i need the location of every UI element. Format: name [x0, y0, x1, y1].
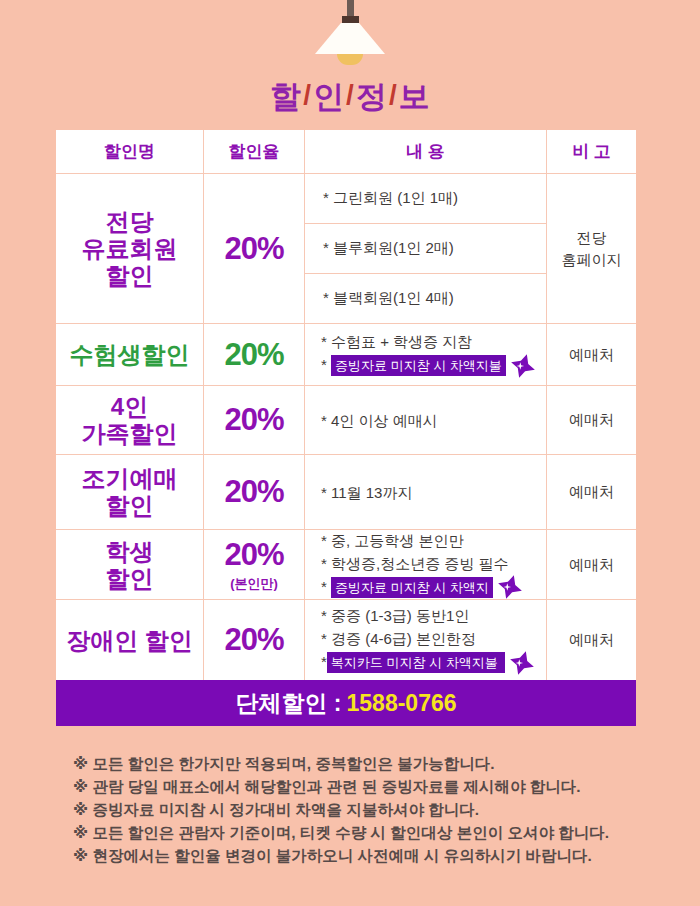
- row6-note: 예매처: [547, 600, 636, 680]
- row1-note: 전당 홈페이지: [547, 174, 636, 323]
- row2-name: 수험생할인: [56, 324, 204, 385]
- page-title: 할/인/정/보: [0, 76, 700, 118]
- row4-rate: 20%: [204, 455, 305, 529]
- row5-rate-sub: (본인만): [230, 575, 278, 593]
- row4-name: 조기예매 할인: [56, 455, 204, 529]
- row1-rate: 20%: [204, 174, 305, 323]
- row3-name: 4인 가족할인: [56, 386, 204, 454]
- row4-item1: * 11월 13까지: [321, 481, 412, 504]
- row1-item2: * 블루회원(1인 2매): [305, 224, 546, 274]
- row1-item3: * 블랙회원(1인 4매): [305, 274, 546, 323]
- row3-content: * 4인 이상 예매시: [305, 386, 547, 454]
- header-note: 비 고: [547, 130, 636, 173]
- header-discount-name: 할인명: [56, 130, 204, 173]
- group-discount-label: 단체할인 :: [235, 688, 341, 719]
- row5-content: * 중, 고등학생 본인만 * 학생증,청소년증 증빙 필수 * 증빙자료 미지…: [305, 530, 547, 599]
- row3-rate: 20%: [204, 386, 305, 454]
- row5-item2: * 학생증,청소년증 증빙 필수: [321, 552, 509, 575]
- row6-content: * 중증 (1-3급) 동반1인 * 경증 (4-6급) 본인한정 *복지카드 …: [305, 600, 547, 680]
- row5-item3: * 증빙자료 미지참 시 차액지: [321, 575, 523, 600]
- footnote-line: ※ 관람 당일 매표소에서 해당할인과 관련 된 증빙자료를 제시해야 합니다.: [73, 775, 609, 798]
- lamp-socket: [342, 16, 359, 23]
- header-content: 내 용: [305, 130, 547, 173]
- row2-note: 예매처: [547, 324, 636, 385]
- row5-name: 학생 할인: [56, 530, 204, 599]
- row1-name: 전당 유료회원 할인: [56, 174, 204, 323]
- lamp-shade: [315, 23, 385, 54]
- row4-note: 예매처: [547, 455, 636, 529]
- discount-table: 할인명 할인율 내 용 비 고 전당 유료회원 할인 20% * 그린회원 (1…: [56, 130, 636, 680]
- row2-content: * 수험표 + 학생증 지참 * 증빙자료 미지참 시 차액지불: [305, 324, 547, 385]
- header-discount-rate: 할인율: [204, 130, 305, 173]
- row4-content: * 11월 13까지: [305, 455, 547, 529]
- lamp-cord: [347, 0, 354, 16]
- footnote-line: ※ 현장에서는 할인율 변경이 불가하오니 사전예매 시 유의하시기 바랍니다.: [73, 844, 609, 867]
- row6-item1: * 중증 (1-3급) 동반1인: [321, 604, 469, 627]
- star-icon: [510, 353, 536, 379]
- row6-rate: 20%: [204, 600, 305, 680]
- row3-note: 예매처: [547, 386, 636, 454]
- row2-item1: * 수험표 + 학생증 지참: [321, 330, 472, 353]
- group-discount-bar: 단체할인 : 1588-0766: [56, 680, 636, 726]
- footnote-line: ※ 모든 할인은 한가지만 적용되며, 중복할인은 불가능합니다.: [73, 752, 609, 775]
- row6-item2: * 경증 (4-6급) 본인한정: [321, 627, 476, 650]
- row5-rate: 20%(본인만): [204, 530, 305, 599]
- footnote-line: ※ 모든 할인은 관람자 기준이며, 티켓 수량 시 할인대상 본인이 오셔야 …: [73, 821, 609, 844]
- row1-item1: * 그린회원 (1인 1매): [305, 174, 546, 224]
- row6-item3: *복지카드 미지참 시 차액지불: [321, 650, 535, 675]
- group-discount-phone: 1588-0766: [347, 690, 457, 717]
- star-icon: [497, 574, 523, 600]
- footnotes: ※ 모든 할인은 한가지만 적용되며, 중복할인은 불가능합니다. ※ 관람 당…: [73, 752, 609, 867]
- row5-item1: * 중, 고등학생 본인만: [321, 529, 464, 552]
- row3-item1: * 4인 이상 예매시: [321, 409, 438, 432]
- highlight-proof-required: 증빙자료 미지참 시 차액지불: [331, 355, 506, 376]
- row6-name: 장애인 할인: [56, 600, 204, 680]
- table-header-row: 할인명 할인율 내 용 비 고: [56, 130, 636, 174]
- highlight-welfare-card: 복지카드 미지참 시 차액지불: [327, 652, 505, 673]
- table-row-family: 4인 가족할인 20% * 4인 이상 예매시 예매처: [56, 386, 636, 455]
- highlight-proof-required: 증빙자료 미지참 시 차액지: [331, 577, 493, 598]
- star-icon: [509, 650, 535, 676]
- table-row-membership: 전당 유료회원 할인 20% * 그린회원 (1인 1매) * 블루회원(1인 …: [56, 174, 636, 324]
- ceiling-lamp: [0, 0, 700, 54]
- lamp-bulb: [337, 54, 363, 65]
- row1-content: * 그린회원 (1인 1매) * 블루회원(1인 2매) * 블랙회원(1인 4…: [305, 174, 547, 323]
- row2-item2: * 증빙자료 미지참 시 차액지불: [321, 353, 536, 378]
- table-row-examinee: 수험생할인 20% * 수험표 + 학생증 지참 * 증빙자료 미지참 시 차액…: [56, 324, 636, 386]
- table-row-student: 학생 할인 20%(본인만) * 중, 고등학생 본인만 * 학생증,청소년증 …: [56, 530, 636, 600]
- row5-note: 예매처: [547, 530, 636, 599]
- table-row-earlybird: 조기예매 할인 20% * 11월 13까지 예매처: [56, 455, 636, 530]
- table-row-disabled: 장애인 할인 20% * 중증 (1-3급) 동반1인 * 경증 (4-6급) …: [56, 600, 636, 680]
- footnote-line: ※ 증빙자료 미지참 시 정가대비 차액을 지불하셔야 합니다.: [73, 798, 609, 821]
- row2-rate: 20%: [204, 324, 305, 385]
